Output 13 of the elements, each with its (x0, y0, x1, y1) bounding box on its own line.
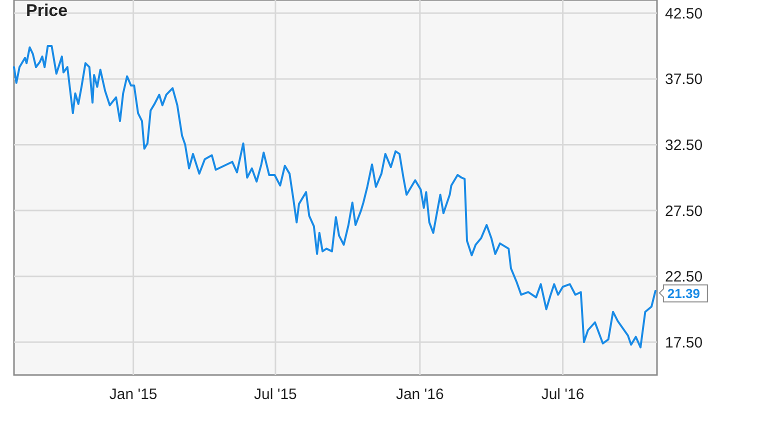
x-tick-label: Jan '15 (109, 386, 158, 403)
y-tick-label: 22.50 (665, 268, 703, 286)
line-series (13, 45, 656, 348)
annotation: 21.39 (667, 286, 700, 301)
y-tick-label: 17.50 (665, 334, 703, 352)
x-tick-label: Jul '16 (541, 386, 584, 403)
y-tick-label: 32.50 (665, 136, 703, 154)
chart-title: Price (26, 1, 68, 20)
y-tick-label: 37.50 (665, 71, 703, 88)
y-tick-label: 42.50 (665, 5, 703, 22)
x-tick-label: Jan '16 (396, 386, 444, 403)
x-tick-label: Jul '15 (254, 386, 297, 403)
y-tick-label: 27.50 (665, 202, 703, 220)
